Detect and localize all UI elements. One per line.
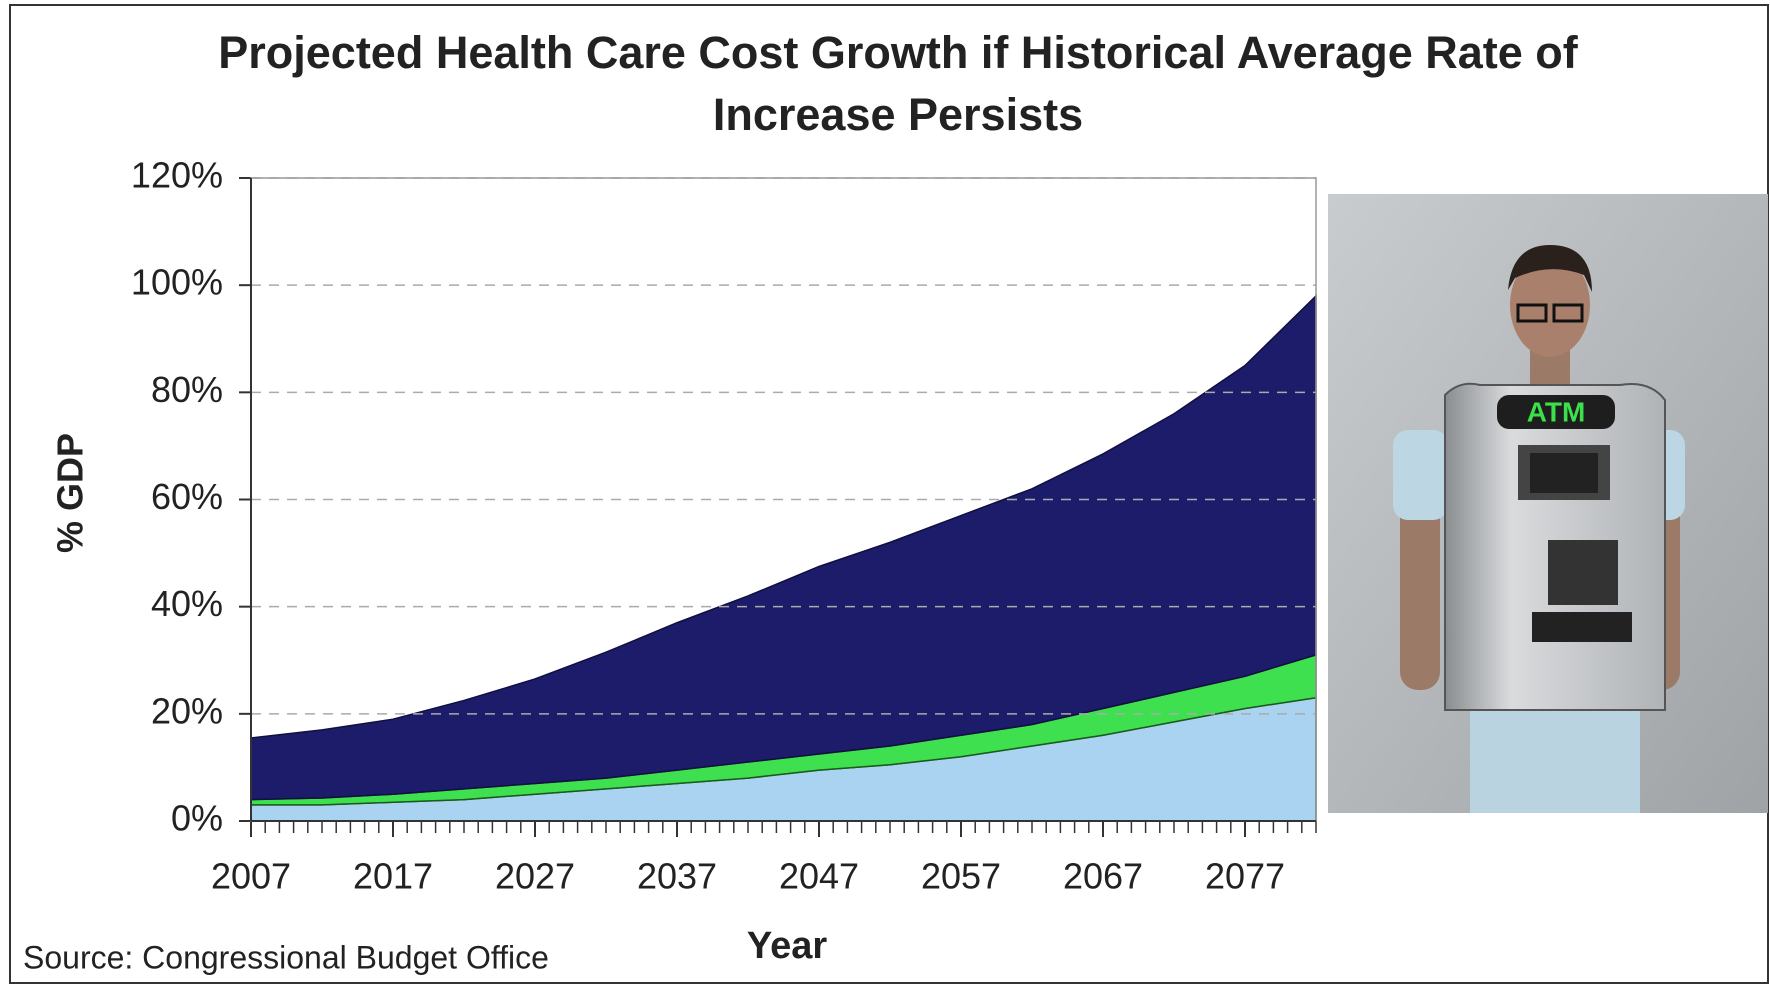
source-note: Source: Congressional Budget Office	[23, 939, 549, 975]
y-tick-label: 80%	[151, 369, 223, 410]
atm-sign: ATM	[1527, 396, 1586, 427]
x-tick-label: 2037	[637, 856, 717, 897]
y-axis-label: % GDP	[50, 433, 91, 553]
x-tick-label: 2047	[779, 856, 859, 897]
x-tick-label: 2067	[1063, 856, 1143, 897]
y-tick-label: 100%	[131, 262, 223, 303]
x-tick-label: 2007	[211, 856, 291, 897]
y-tick-label: 40%	[151, 583, 223, 624]
x-tick-label: 2027	[495, 856, 575, 897]
chart-title: Projected Health Care Cost Growth if His…	[218, 27, 1578, 140]
x-tick-label: 2017	[353, 856, 433, 897]
y-tick-label: 0%	[171, 798, 223, 839]
x-tick-label: 2057	[921, 856, 1001, 897]
y-tick-label: 120%	[131, 155, 223, 196]
x-tick-label: 2077	[1205, 856, 1285, 897]
y-tick-label: 60%	[151, 476, 223, 517]
x-axis-label: Year	[747, 925, 828, 967]
y-tick-label: 20%	[151, 690, 223, 731]
photo: ATM	[1328, 194, 1768, 813]
